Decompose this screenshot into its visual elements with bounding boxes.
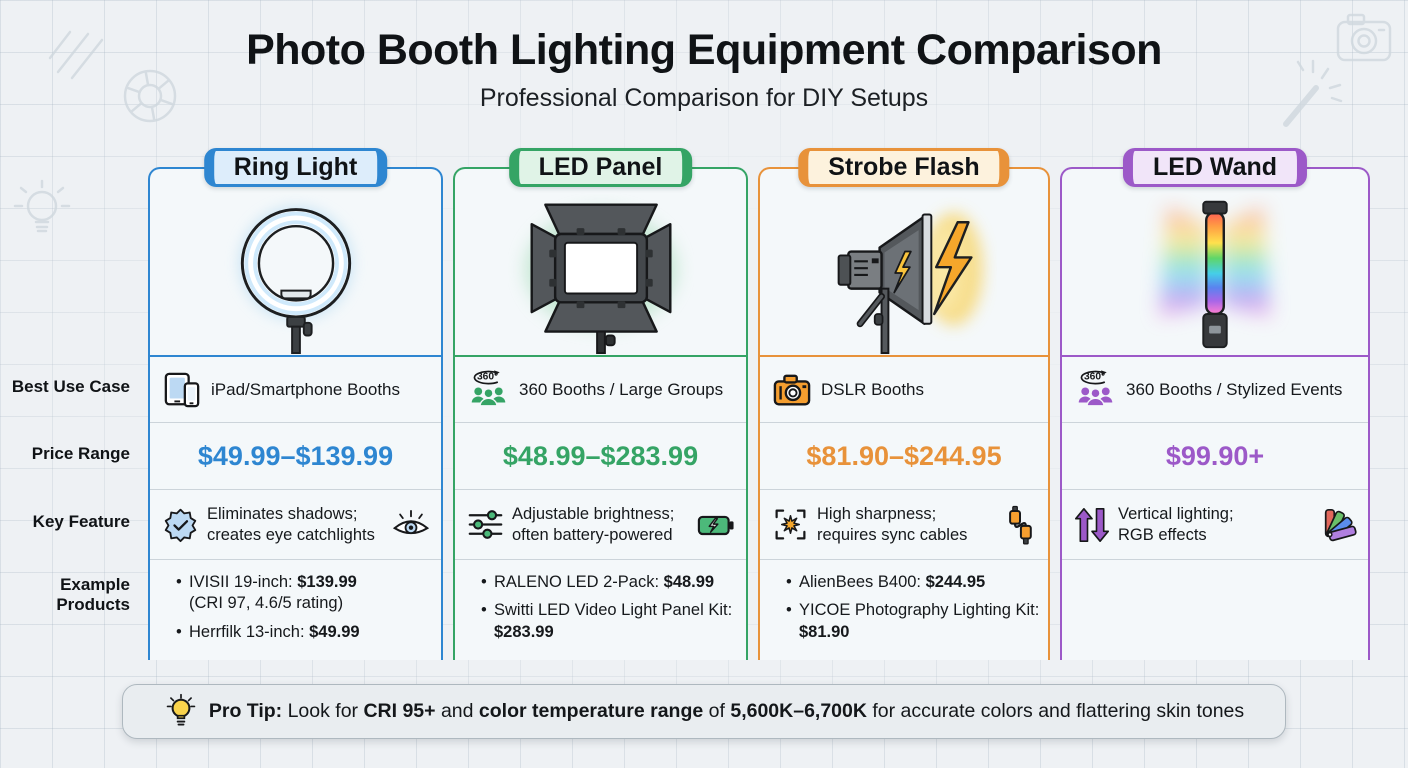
lightbulb-icon bbox=[164, 693, 198, 730]
column-header-led-wand: LED Wand bbox=[1122, 148, 1308, 187]
svg-text:360°: 360° bbox=[477, 371, 498, 382]
price-cell: $99.90+ bbox=[1062, 422, 1368, 489]
product-item: Switti LED Video Light Panel Kit: $283.9… bbox=[481, 600, 738, 643]
feature-cell: High sharpness; requires sync cables bbox=[760, 489, 1048, 559]
page-title: Photo Booth Lighting Equipment Compariso… bbox=[246, 26, 1162, 74]
column-header-strobe-flash: Strobe Flash bbox=[798, 148, 1010, 187]
product-item: AlienBees B400: $244.95 bbox=[786, 572, 1040, 594]
column-header-ring-light: Ring Light bbox=[203, 148, 388, 187]
row-label-best-use-case: Best Use Case bbox=[11, 376, 130, 396]
price-cell: $48.99–$283.99 bbox=[455, 422, 746, 489]
up-down-arrows-icon bbox=[1074, 505, 1110, 545]
products-cell: RALENO LED 2-Pack: $48.99 Switti LED Vide… bbox=[455, 559, 746, 662]
row-label-key-feature: Key Feature bbox=[32, 512, 130, 532]
row-label-column: Best Use Case Price Range Key Feature Ex… bbox=[0, 167, 140, 660]
dslr-camera-icon bbox=[773, 371, 811, 409]
use-case-text: 360 Booths / Stylized Events bbox=[1126, 379, 1343, 399]
products-cell bbox=[1062, 559, 1368, 662]
color-swatches-icon bbox=[1320, 506, 1358, 544]
card-led-wand: LED Wand bbox=[1060, 148, 1370, 662]
price-cell: $49.99–$139.99 bbox=[150, 422, 441, 489]
row-label-price-range: Price Range bbox=[31, 443, 130, 463]
product-item: RALENO LED 2-Pack: $48.99 bbox=[481, 572, 738, 594]
group-360-icon: 360° bbox=[1075, 369, 1116, 410]
product-list: IVISII 19-inch: $139.99(CRI 97, 4.6/5 ra… bbox=[176, 572, 433, 644]
group-360-icon: 360° bbox=[468, 369, 509, 410]
led-wand-illustration bbox=[1062, 169, 1368, 355]
product-item: YICOE Photography Lighting Kit: $81.90 bbox=[786, 600, 1040, 643]
feature-cell: Vertical lighting; RGB effects bbox=[1062, 489, 1368, 559]
strobe-flash-illustration bbox=[760, 169, 1048, 355]
battery-charge-icon bbox=[696, 507, 736, 543]
badge-check-icon bbox=[162, 506, 199, 543]
feature-text: High sharpness; requires sync cables bbox=[817, 505, 968, 544]
column-header-led-panel: LED Panel bbox=[508, 148, 693, 187]
page-subtitle: Professional Comparison for DIY Setups bbox=[479, 84, 929, 112]
sharpness-focus-icon bbox=[772, 506, 809, 543]
use-case-text: iPad/Smartphone Booths bbox=[211, 379, 401, 399]
product-list: AlienBees B400: $244.95 YICOE Photography… bbox=[786, 572, 1040, 643]
feature-cell: Eliminates shadows; creates eye catchligh… bbox=[150, 489, 441, 559]
led-panel-illustration bbox=[455, 169, 746, 355]
pro-tip-text: Pro Tip: Look for CRI 95+ and color temp… bbox=[208, 700, 1245, 722]
feature-text: Adjustable brightness; often battery-powe… bbox=[512, 505, 675, 544]
price-cell: $81.90–$244.95 bbox=[760, 422, 1048, 489]
use-case-cell: 360° 360 Booths / Large Groups bbox=[455, 355, 746, 422]
use-case-text: DSLR Booths bbox=[821, 379, 924, 399]
svg-text:360°: 360° bbox=[1084, 371, 1105, 382]
product-list: RALENO LED 2-Pack: $48.99 Switti LED Vide… bbox=[481, 572, 738, 643]
sync-cables-icon bbox=[1002, 505, 1038, 545]
product-item: IVISII 19-inch: $139.99(CRI 97, 4.6/5 ra… bbox=[176, 572, 433, 615]
products-cell: AlienBees B400: $244.95 YICOE Photography… bbox=[760, 559, 1048, 662]
feature-text: Eliminates shadows; creates eye catchligh… bbox=[207, 505, 375, 544]
feature-cell: Adjustable brightness; often battery-powe… bbox=[455, 489, 746, 559]
row-label-example-products: Example Products bbox=[56, 575, 130, 614]
product-item: Herrfilk 13-inch: $49.99 bbox=[176, 622, 433, 644]
ring-light-illustration bbox=[150, 169, 441, 355]
eye-icon bbox=[391, 507, 431, 542]
card-ring-light: Ring Light bbox=[148, 148, 443, 662]
products-cell: IVISII 19-inch: $139.99(CRI 97, 4.6/5 ra… bbox=[150, 559, 441, 662]
card-led-panel: LED Panel 360° bbox=[453, 148, 748, 662]
use-case-text: 360 Booths / Large Groups bbox=[519, 379, 724, 399]
use-case-cell: 360° 360 Booths / Stylized Events bbox=[1062, 355, 1368, 422]
feature-text: Vertical lighting; RGB effects bbox=[1118, 505, 1234, 544]
pro-tip-banner: Pro Tip: Look for CRI 95+ and color temp… bbox=[122, 684, 1286, 739]
use-case-cell: DSLR Booths bbox=[760, 355, 1048, 422]
sliders-icon bbox=[467, 506, 504, 543]
use-case-cell: iPad/Smartphone Booths bbox=[150, 355, 441, 422]
tablet-smartphone-icon bbox=[163, 371, 201, 409]
card-strobe-flash: Strobe Flash bbox=[758, 148, 1050, 662]
